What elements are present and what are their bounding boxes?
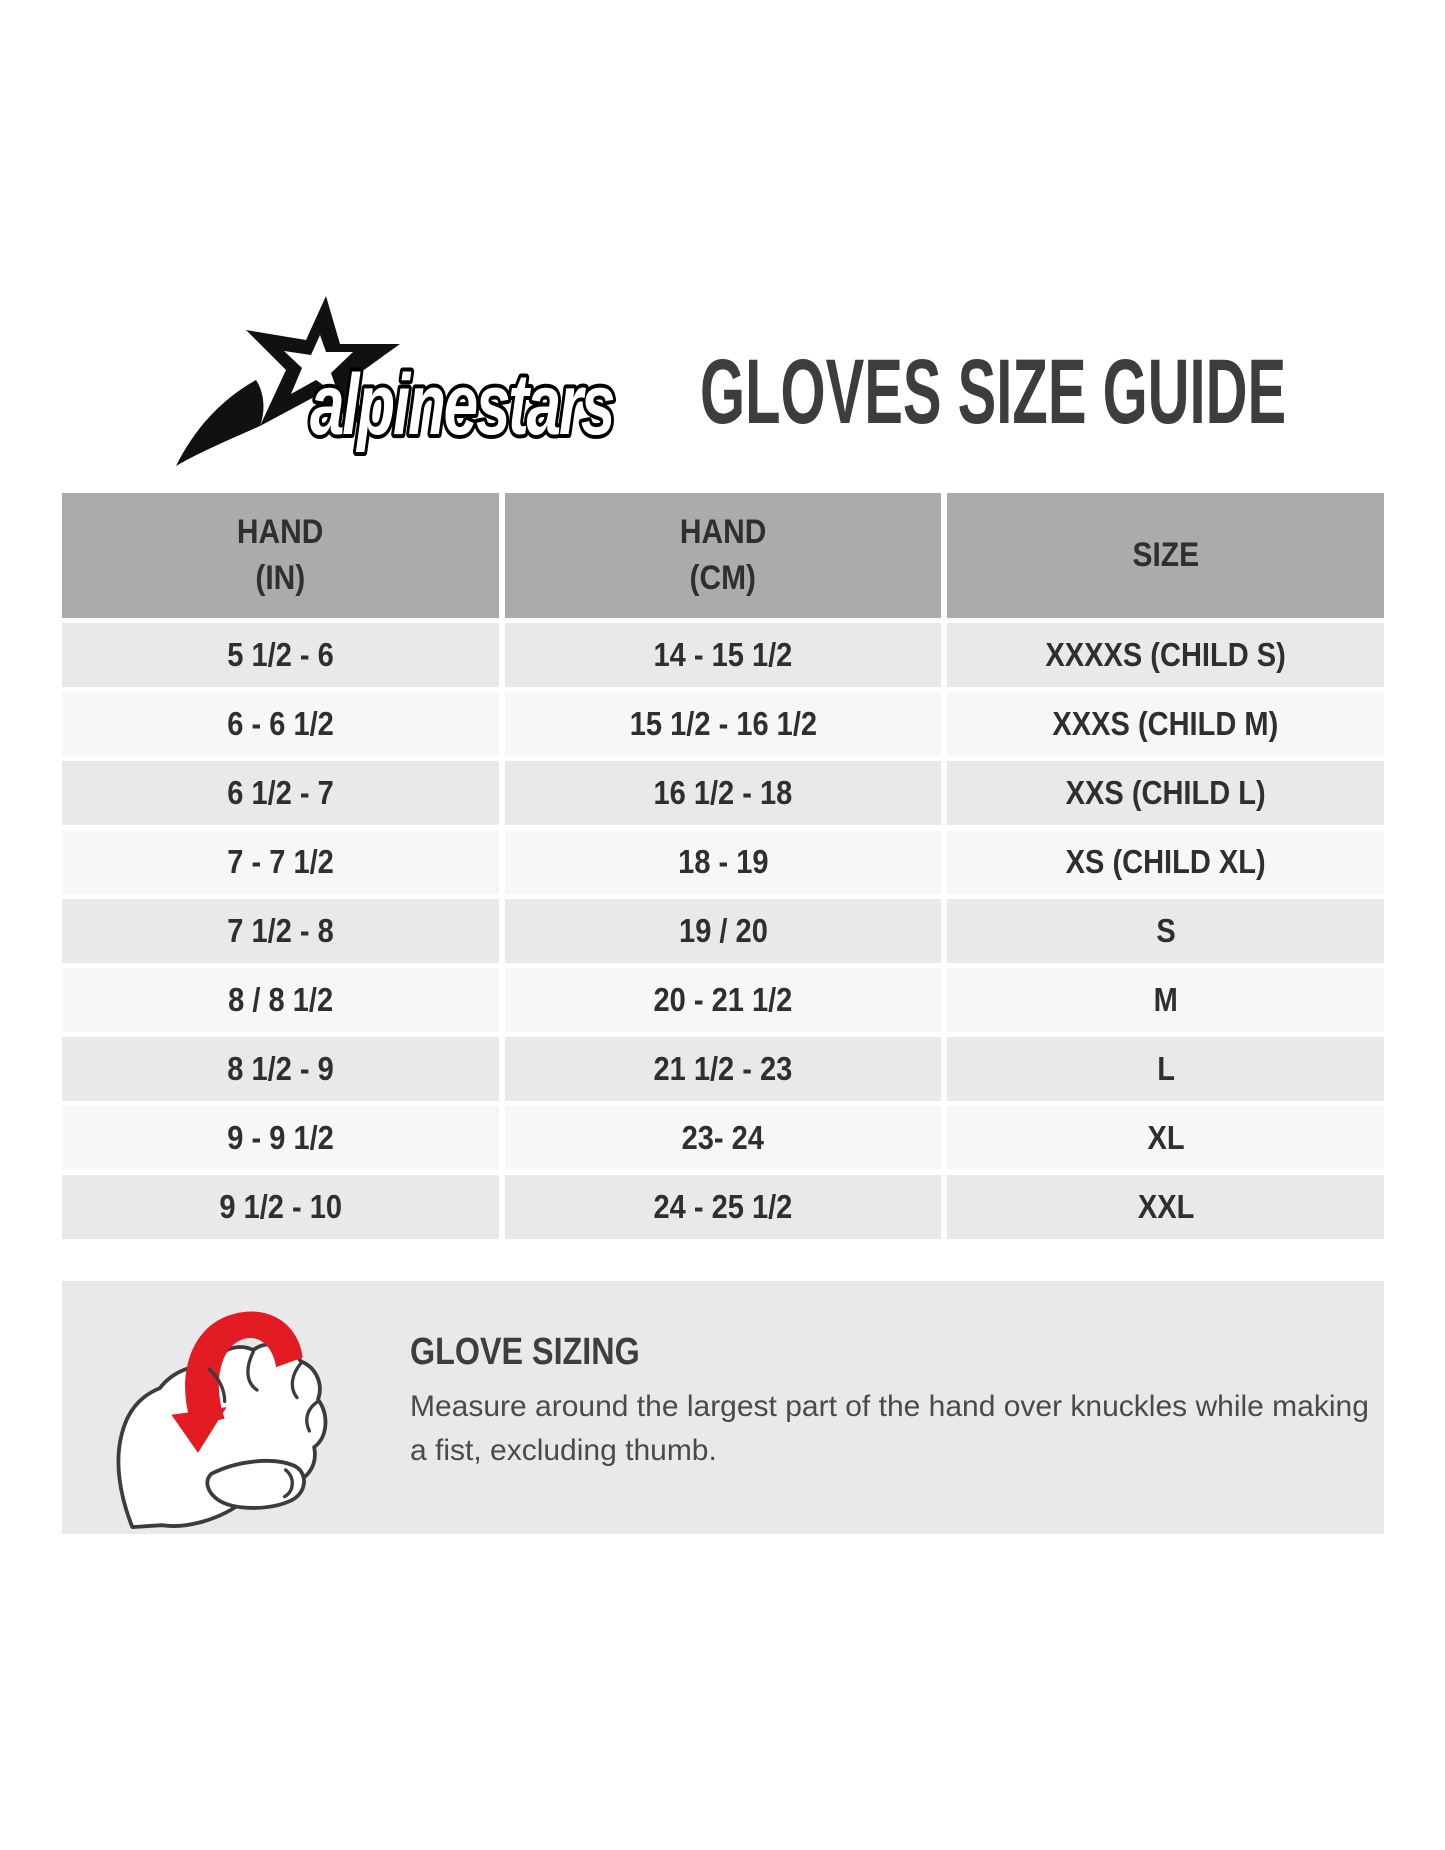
table-cell-hand-in: 8 1/2 - 9 <box>62 1037 499 1101</box>
table-cell-size: XXS (CHILD L) <box>947 761 1384 825</box>
table-cell-size: M <box>947 968 1384 1032</box>
table-cell-hand-in: 5 1/2 - 6 <box>62 623 499 687</box>
table-cell-hand-in: 6 1/2 - 7 <box>62 761 499 825</box>
table-cell-hand-in: 7 - 7 1/2 <box>62 830 499 894</box>
page-title: GLOVES SIZE GUIDE <box>700 341 1287 443</box>
table-cell-hand-cm: 19 / 20 <box>504 899 942 963</box>
table-cell-size: XXXXS (CHILD S) <box>947 623 1384 687</box>
table-cell-hand-cm: 14 - 15 1/2 <box>504 623 942 687</box>
column-header-hand-cm: HAND (CM) <box>504 493 942 618</box>
alpinestars-logo: alpinestars <box>176 296 620 466</box>
size-table: HAND (IN) HAND (CM) SIZE 5 1/2 - 6 14 - … <box>62 493 1384 1239</box>
table-cell-hand-cm: 18 - 19 <box>504 830 942 894</box>
measure-tape-arrow-icon <box>171 1311 303 1453</box>
table-cell-hand-in: 6 - 6 1/2 <box>62 692 499 756</box>
alpinestars-star-icon <box>176 296 400 466</box>
table-cell-hand-cm: 15 1/2 - 16 1/2 <box>504 692 942 756</box>
table-cell-size: XS (CHILD XL) <box>947 830 1384 894</box>
glove-sizing-heading: GLOVE SIZING <box>410 1331 640 1373</box>
column-header-size: SIZE <box>947 493 1384 618</box>
table-cell-hand-cm: 23- 24 <box>504 1106 942 1170</box>
table-cell-size: L <box>947 1037 1384 1101</box>
glove-sizing-panel: GLOVE SIZING Measure around the largest … <box>62 1281 1384 1534</box>
table-cell-hand-in: 8 / 8 1/2 <box>62 968 499 1032</box>
table-cell-size: XXXS (CHILD M) <box>947 692 1384 756</box>
table-cell-hand-cm: 24 - 25 1/2 <box>504 1175 942 1239</box>
table-cell-hand-cm: 21 1/2 - 23 <box>504 1037 942 1101</box>
table-cell-hand-in: 9 1/2 - 10 <box>62 1175 499 1239</box>
svg-text:alpinestars: alpinestars <box>310 356 614 452</box>
table-cell-size: XL <box>947 1106 1384 1170</box>
table-cell-hand-in: 9 - 9 1/2 <box>62 1106 499 1170</box>
fist-measure-icon <box>116 1311 328 1529</box>
table-cell-size: S <box>947 899 1384 963</box>
table-cell-hand-cm: 20 - 21 1/2 <box>504 968 942 1032</box>
table-cell-size: XXL <box>947 1175 1384 1239</box>
alpinestars-wordmark: alpinestars <box>307 353 620 456</box>
glove-sizing-description: Measure around the largest part of the h… <box>410 1390 1369 1467</box>
table-cell-hand-in: 7 1/2 - 8 <box>62 899 499 963</box>
table-cell-hand-cm: 16 1/2 - 18 <box>504 761 942 825</box>
column-header-hand-in: HAND (IN) <box>62 493 499 618</box>
